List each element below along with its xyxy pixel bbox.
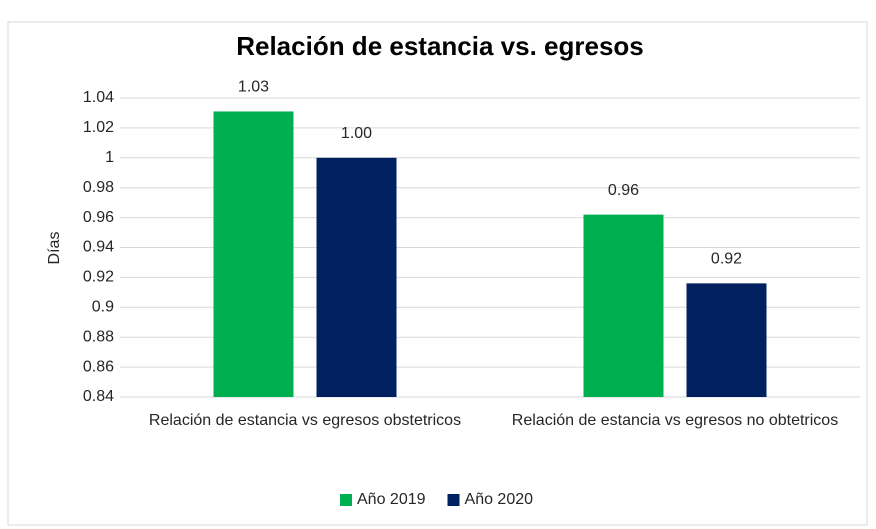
x-tick-label: Relación de estancia vs egresos obstetri… xyxy=(148,412,462,429)
bar xyxy=(583,214,664,397)
y-tick-label: 1.02 xyxy=(83,119,114,136)
legend-swatch xyxy=(340,494,352,506)
x-tick-label-box: Relación de estancia vs egresos obstetri… xyxy=(148,412,462,429)
y-axis-label: Días xyxy=(46,232,63,265)
bar xyxy=(213,111,294,397)
legend-swatch xyxy=(447,494,460,506)
y-tick-label: 1.04 xyxy=(83,89,114,106)
y-tick-label: 0.86 xyxy=(83,358,114,375)
data-label: 1.00 xyxy=(341,125,372,142)
bar xyxy=(686,283,767,397)
y-tick-label: 0.84 xyxy=(83,388,114,405)
legend-label: Año 2020 xyxy=(465,491,534,508)
data-label: 1.03 xyxy=(238,79,269,96)
x-tick-label-box: Relación de estancia vs egresos no obtet… xyxy=(511,412,839,429)
y-tick-label: 0.9 xyxy=(92,299,114,316)
legend-label: Año 2019 xyxy=(357,491,426,508)
x-tick-label: Relación de estancia vs egresos no obtet… xyxy=(511,412,839,429)
bar xyxy=(316,157,397,397)
y-tick-label: 0.92 xyxy=(83,269,114,286)
chart-title: Relación de estancia vs. egresos xyxy=(236,31,644,61)
y-tick-label: 0.94 xyxy=(83,239,114,256)
data-label: 0.92 xyxy=(711,251,742,268)
chart-border xyxy=(7,21,868,526)
y-tick-label: 0.96 xyxy=(83,209,114,226)
data-label: 0.96 xyxy=(608,182,639,199)
y-tick-label: 1 xyxy=(105,149,114,166)
y-tick-label: 0.88 xyxy=(83,328,114,345)
y-tick-label: 0.98 xyxy=(83,179,114,196)
